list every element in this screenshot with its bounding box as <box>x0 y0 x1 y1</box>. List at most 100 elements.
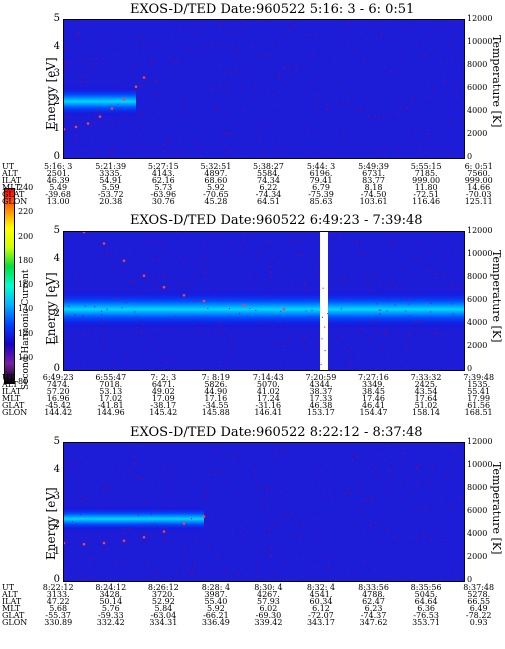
noise-dot <box>211 237 213 239</box>
noise-dot <box>362 328 364 330</box>
temperature-point <box>242 304 246 307</box>
noise-dot <box>417 241 419 243</box>
orbit-value: 347.62 <box>359 618 388 627</box>
noise-dot <box>323 490 325 492</box>
noise-dot <box>401 286 403 288</box>
noise-dot <box>380 150 382 152</box>
noise-dot <box>116 297 118 299</box>
orbit-value: 5:44: 3 <box>306 162 336 171</box>
noise-dot <box>268 53 270 55</box>
orbit-row-label: GLON <box>2 408 28 417</box>
noise-dot <box>278 74 280 75</box>
noise-dot <box>416 468 418 470</box>
noise-dot <box>365 282 367 284</box>
noise-dot <box>328 566 330 568</box>
noise-dot <box>298 240 300 242</box>
y-tick-label-right: 12000 <box>467 226 493 235</box>
noise-dot <box>454 253 456 255</box>
noise-dot <box>150 145 152 147</box>
noise-dot <box>404 452 406 454</box>
noise-dot <box>169 465 170 467</box>
noise-dot <box>426 57 428 59</box>
noise-dot <box>394 304 396 306</box>
y-axis-label-right: Temperature [K] <box>490 250 503 343</box>
noise-dot <box>339 241 341 243</box>
orbit-row-label: GLAT <box>2 190 25 199</box>
noise-dot <box>221 88 223 90</box>
noise-dot <box>256 568 258 570</box>
noise-dot <box>148 564 150 566</box>
noise-dot <box>152 118 154 120</box>
orbit-value: 8:24:12 <box>95 583 127 592</box>
noise-dot <box>433 89 435 91</box>
temperature-point <box>74 125 78 129</box>
colorbar-tick: 80 <box>18 377 29 386</box>
noise-dot <box>348 41 350 43</box>
noise-dot <box>188 47 190 49</box>
orbit-value: 999.00 <box>412 176 441 185</box>
noise-dot <box>353 454 355 456</box>
noise-dot <box>387 358 389 360</box>
noise-dot <box>281 520 283 522</box>
noise-dot <box>243 535 245 537</box>
colorbar-tick: 140 <box>18 304 34 314</box>
noise-dot <box>451 38 453 40</box>
noise-dot <box>224 132 225 134</box>
temperature-point <box>122 98 126 101</box>
noise-dot <box>239 575 240 577</box>
orbit-row-label: MLT <box>2 604 21 613</box>
orbit-value: 8:28: 4 <box>201 583 231 592</box>
noise-dot <box>397 105 399 106</box>
noise-dot <box>78 32 80 34</box>
noise-dot <box>309 316 311 318</box>
y-tick-label: 5 <box>53 13 60 24</box>
noise-dot <box>362 60 364 62</box>
noise-dot <box>182 261 184 263</box>
orbit-value: 3428. <box>99 590 123 599</box>
y-tick-label: 0 <box>53 151 60 162</box>
noise-dot <box>455 96 457 97</box>
noise-dot <box>248 233 250 235</box>
orbit-value: 5.84 <box>154 604 173 613</box>
orbit-value: 6.22 <box>259 183 278 192</box>
noise-dot <box>344 493 346 495</box>
noise-dot <box>324 326 326 328</box>
temperature-point <box>102 242 106 245</box>
noise-dot <box>263 339 265 341</box>
noise-dot <box>449 506 451 508</box>
noise-dot <box>133 456 135 458</box>
y-tick-label-right: 10000 <box>467 249 493 258</box>
noise-dot <box>102 323 103 324</box>
noise-dot <box>306 570 308 572</box>
noise-dot <box>229 243 231 245</box>
noise-dot <box>168 550 170 551</box>
noise-dot <box>270 266 272 268</box>
noise-dot <box>211 89 213 90</box>
noise-dot <box>96 110 98 112</box>
orbit-value: 6.79 <box>312 183 330 192</box>
noise-dot <box>72 236 74 238</box>
noise-dot <box>266 489 268 491</box>
orbit-value: 6.36 <box>417 604 435 613</box>
noise-dot <box>308 133 310 135</box>
noise-dot <box>196 264 198 266</box>
noise-dot <box>341 270 343 272</box>
noise-dot <box>230 149 232 151</box>
noise-dot <box>227 146 229 148</box>
noise-dot <box>78 35 79 37</box>
noise-dot <box>293 47 295 49</box>
y-tick-label-right: 8000 <box>467 483 488 492</box>
orbit-table: UT 5:16: 3 5:21:39 5:27:15 5:32:51 5:38:27 5:4… <box>2 162 505 206</box>
noise-dot <box>392 281 394 283</box>
noise-dot <box>386 310 388 312</box>
orbit-row: UT 6:49:23 6:55:47 7: 2: 3 7: 8:19 7:14:43 7:2… <box>2 374 505 382</box>
noise-dot <box>118 55 120 57</box>
orbit-value: 0.93 <box>469 618 488 627</box>
y-tick-label: 2 <box>53 95 60 107</box>
noise-dot <box>266 488 268 490</box>
noise-dot <box>141 331 142 333</box>
noise-dot <box>154 522 156 524</box>
noise-dot <box>358 510 360 511</box>
noise-dot <box>96 58 97 59</box>
noise-dot <box>200 155 201 157</box>
